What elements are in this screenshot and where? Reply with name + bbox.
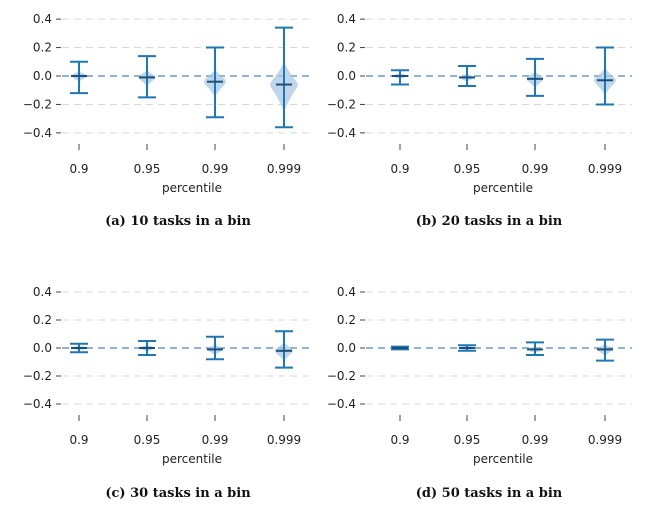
- x-tick-label: 0.999: [588, 162, 622, 176]
- panel-caption: (b) 20 tasks in a bin: [416, 214, 563, 229]
- panel-caption: (a) 10 tasks in a bin: [105, 214, 251, 229]
- panel-4: 0.4 0.2 0.0 −0.2 −0.4 0.9 0.95 0.99 0.999 percent…: [327, 285, 632, 501]
- x-tick-label: 0.95: [454, 162, 481, 176]
- x-tick-label: 0.9: [390, 433, 409, 447]
- x-tick-label: 0.999: [267, 162, 301, 176]
- y-tick-label: 0.0: [337, 341, 356, 355]
- y-tick-label: 0.4: [33, 12, 52, 26]
- y-tick-label: 0.2: [337, 313, 356, 327]
- y-tick-label: −0.4: [23, 126, 52, 140]
- x-tick-label: 0.95: [134, 162, 161, 176]
- panel-caption: (c) 30 tasks in a bin: [105, 486, 251, 501]
- y-tick-label: 0.2: [337, 41, 356, 55]
- x-tick-label: 0.999: [588, 433, 622, 447]
- y-tick-label: −0.4: [327, 397, 356, 411]
- panel-3: 0.4 0.2 0.0 −0.2 −0.4 0.9 0.95 0.99 0.999 percent…: [23, 285, 314, 501]
- y-tick-label: −0.2: [23, 97, 52, 111]
- y-tick-label: 0.2: [33, 41, 52, 55]
- y-tick-label: 0.0: [33, 341, 52, 355]
- x-tick-label: 0.9: [390, 162, 409, 176]
- x-axis-label: percentile: [473, 181, 533, 195]
- y-tick-label: 0.0: [33, 69, 52, 83]
- x-axis-label: percentile: [162, 181, 222, 195]
- y-tick-label: 0.4: [337, 12, 356, 26]
- panel-2: 0.4 0.2 0.0 −0.2 −0.4 0.9 0.95 0.99 0.999 percent…: [327, 12, 632, 229]
- panel-1: 0.4 0.2 0.0 −0.2 −0.4 0.9 0.95 0.99 0.999 percent…: [23, 12, 314, 229]
- x-tick-label: 0.99: [522, 162, 549, 176]
- y-tick-label: 0.4: [33, 285, 52, 299]
- y-tick-label: 0.0: [337, 69, 356, 83]
- x-tick-label: 0.99: [202, 433, 229, 447]
- x-tick-label: 0.99: [202, 162, 229, 176]
- y-tick-label: 0.2: [33, 313, 52, 327]
- y-tick-label: −0.2: [23, 369, 52, 383]
- x-tick-label: 0.999: [267, 433, 301, 447]
- y-tick-label: −0.2: [327, 97, 356, 111]
- x-tick-label: 0.9: [69, 162, 88, 176]
- y-tick-label: −0.2: [327, 369, 356, 383]
- panel-caption: (d) 50 tasks in a bin: [416, 486, 563, 501]
- x-tick-label: 0.95: [454, 433, 481, 447]
- x-tick-label: 0.95: [134, 433, 161, 447]
- x-axis-label: percentile: [473, 452, 533, 466]
- y-tick-label: −0.4: [327, 126, 356, 140]
- y-tick-label: 0.4: [337, 285, 356, 299]
- y-tick-label: −0.4: [23, 397, 52, 411]
- x-axis-label: percentile: [162, 452, 222, 466]
- x-tick-label: 0.9: [69, 433, 88, 447]
- x-tick-label: 0.99: [522, 433, 549, 447]
